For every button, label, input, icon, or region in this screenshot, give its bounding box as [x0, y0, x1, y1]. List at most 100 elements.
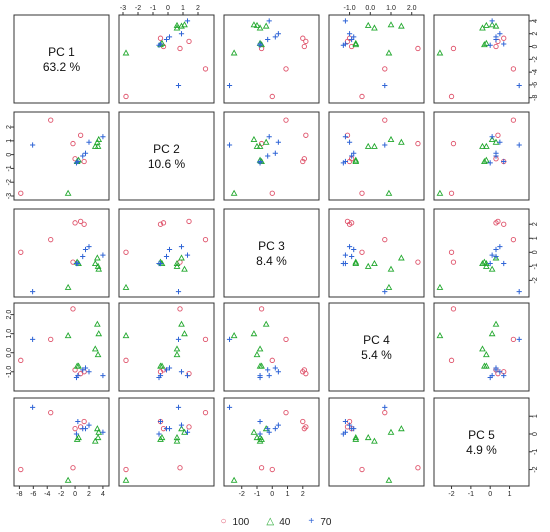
x-tick-label-pc5: -2: [448, 491, 454, 498]
point-40-pc2-vs-pc4: [352, 157, 360, 165]
diag-label-pc4: PC 4: [363, 333, 390, 347]
point-40-pc5-vs-pc2: [157, 435, 164, 442]
point-100-pc3-vs-pc5: [495, 218, 501, 225]
x-tick-label-pc2: 2: [196, 5, 200, 12]
point-70-pc5-vs-pc4: [340, 431, 346, 437]
point-40-pc1-vs-pc4: [397, 22, 405, 29]
x-tick-label-pc3: -2: [239, 491, 245, 498]
y-tick-label-pc3: 2: [532, 222, 539, 226]
point-70-pc4-vs-pc1: [82, 365, 89, 371]
point-100-pc5-vs-pc3: [300, 418, 306, 425]
point-70-pc3-vs-pc1: [86, 244, 92, 250]
point-40-pc4-vs-pc3: [250, 330, 258, 337]
point-70-pc3-vs-pc1: [73, 260, 80, 267]
point-70-pc4-vs-pc3: [266, 372, 272, 379]
point-70-pc2-vs-pc5: [489, 134, 495, 140]
point-70-pc2-vs-pc5: [487, 160, 493, 166]
point-40-pc1-vs-pc2: [173, 24, 181, 31]
point-100-pc1-vs-pc5: [510, 66, 517, 72]
point-70-pc5-vs-pc4: [351, 426, 357, 432]
point-70-pc1-vs-pc5: [516, 82, 522, 89]
point-100-pc3-vs-pc5: [448, 249, 455, 255]
y-tick-label-pc1: 2: [532, 32, 539, 36]
x-tick-label-pc2: -1: [150, 5, 156, 12]
point-40-pc1-vs-pc4: [387, 21, 395, 28]
point-40-pc1-vs-pc3: [262, 22, 270, 29]
point-100-pc2-vs-pc3: [301, 156, 307, 162]
point-70-pc4-vs-pc3: [272, 365, 278, 371]
point-100-pc3-vs-pc2: [186, 218, 192, 225]
point-40-pc2-vs-pc5: [479, 142, 486, 149]
point-70-pc1-vs-pc2: [166, 34, 173, 40]
x-tick-label-pc1: -8: [16, 491, 22, 498]
x-tick-label-pc1: 4: [101, 491, 105, 498]
point-40-pc3-vs-pc2: [173, 262, 181, 269]
point-100-pc3-vs-pc1: [77, 218, 84, 225]
point-40-pc1-vs-pc4: [352, 41, 360, 48]
diag-variance-pc5: 4.9 %: [466, 443, 497, 457]
point-70-pc1-vs-pc4: [382, 82, 388, 89]
point-70-pc4-vs-pc1: [73, 374, 80, 381]
point-40-pc5-vs-pc2: [178, 425, 185, 432]
triangle-marker-icon: △: [266, 516, 275, 527]
x-tick-label-pc1: -4: [44, 491, 50, 498]
point-40-pc5-vs-pc4: [397, 425, 405, 432]
panel-frame-5-5: [433, 397, 530, 487]
point-40-pc1-vs-pc2: [181, 21, 188, 28]
point-40-pc4-vs-pc1: [93, 320, 101, 327]
point-40-pc4-vs-pc2: [157, 362, 164, 369]
point-100-pc2-vs-pc5: [495, 132, 501, 138]
point-70-pc1-vs-pc4: [342, 18, 349, 24]
point-40-pc3-vs-pc4: [352, 259, 360, 267]
point-100-pc1-vs-pc3: [269, 93, 275, 100]
point-40-pc1-vs-pc5: [492, 22, 500, 29]
point-70-pc1-vs-pc4: [351, 34, 357, 40]
point-70-pc3-vs-pc2: [184, 252, 191, 258]
x-tick-label-pc5: 1: [508, 491, 512, 498]
point-100-pc4-vs-pc1: [48, 336, 54, 343]
y-tick-label-pc4: 0.0: [6, 348, 13, 358]
point-100-pc5-vs-pc3: [303, 424, 309, 430]
point-100-pc3-vs-pc5: [450, 259, 457, 265]
x-tick-label-pc5: -1: [468, 491, 474, 498]
point-40-pc2-vs-pc5: [436, 189, 444, 196]
point-70-pc5-vs-pc2: [157, 418, 164, 425]
point-70-pc5-vs-pc2: [156, 431, 162, 437]
x-tick-label-pc3: 1: [286, 491, 290, 498]
panel-frame-5-1: [13, 397, 110, 487]
point-40-pc3-vs-pc4: [364, 262, 372, 269]
point-100-pc2-vs-pc1: [70, 140, 76, 147]
point-40-pc3-vs-pc2: [178, 254, 185, 261]
point-70-pc1-vs-pc5: [489, 18, 495, 24]
y-tick-label-pc1: -4: [532, 69, 539, 75]
point-70-pc5-vs-pc2: [184, 429, 191, 435]
point-70-pc2-vs-pc3: [275, 139, 281, 145]
point-40-pc2-vs-pc3: [230, 189, 238, 196]
point-70-pc1-vs-pc3: [266, 18, 272, 24]
point-100-pc1-vs-pc5: [450, 45, 457, 52]
point-40-pc2-vs-pc3: [262, 138, 270, 145]
point-40-pc2-vs-pc4: [352, 156, 360, 163]
panel-frame-2-4: [328, 111, 425, 201]
point-100-pc4-vs-pc3: [300, 369, 306, 375]
point-100-pc3-vs-pc1: [48, 237, 54, 243]
y-tick-label-pc5: -2: [532, 466, 539, 472]
point-40-pc4-vs-pc5: [488, 330, 496, 337]
x-tick-label-pc1: -6: [30, 491, 36, 498]
y-tick-label-pc2: 1: [6, 139, 13, 143]
y-tick-label-pc2: -1: [6, 165, 13, 171]
point-70-pc4-vs-pc2: [175, 336, 182, 342]
point-100-pc4-vs-pc5: [450, 306, 457, 312]
point-70-pc4-vs-pc1: [86, 369, 92, 375]
point-100-pc1-vs-pc2: [123, 93, 129, 100]
point-40-pc2-vs-pc1: [91, 142, 99, 149]
point-40-pc3-vs-pc4: [371, 259, 378, 267]
point-100-pc3-vs-pc4: [382, 237, 388, 243]
point-70-pc4-vs-pc2: [178, 369, 185, 375]
diag-label-pc3: PC 3: [258, 239, 285, 253]
point-40-pc4-vs-pc3: [262, 320, 270, 327]
point-100-pc2-vs-pc5: [448, 190, 455, 196]
y-tick-label-pc4: -1.0: [6, 366, 13, 378]
point-100-pc1-vs-pc5: [493, 43, 499, 50]
point-70-pc2-vs-pc1: [80, 153, 86, 159]
